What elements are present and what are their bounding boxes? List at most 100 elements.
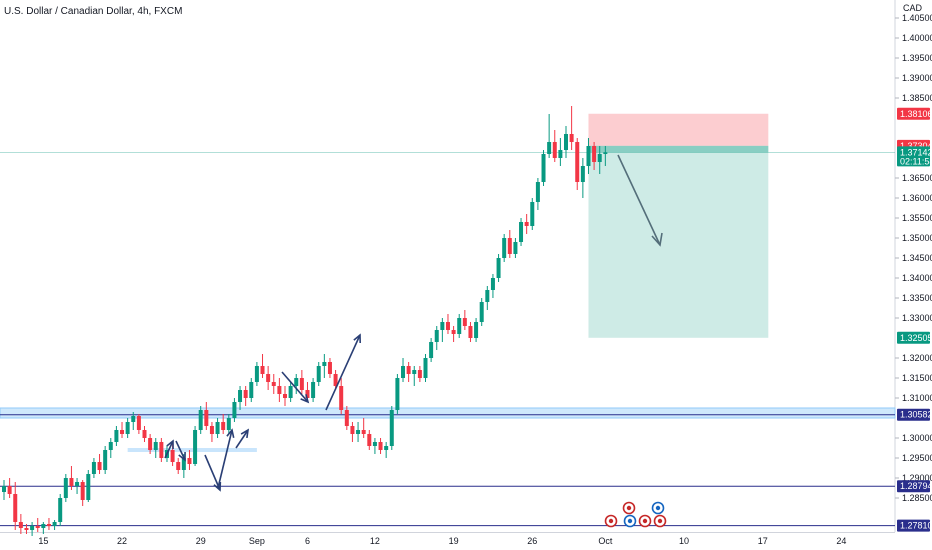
event-flag-dot — [627, 518, 633, 524]
candle-body — [440, 322, 445, 330]
candle-body — [266, 374, 271, 382]
down-arrow-1-head — [178, 451, 186, 462]
price-axis[interactable]: 1.40500 1.40000 1.39500 1.39000 1.38500 1.365… — [895, 13, 932, 532]
price-badge-label: 1.32505 — [900, 333, 932, 343]
down-arrow-2 — [204, 454, 221, 491]
y-tick-label: 1.38500 — [902, 93, 932, 103]
candle-body — [271, 382, 276, 386]
y-tick-label: 1.33500 — [902, 293, 932, 303]
event-flag-dot — [657, 518, 663, 524]
take-profit-zone — [588, 145, 769, 338]
candle-body — [238, 390, 243, 402]
candle-body — [389, 410, 394, 446]
candle-body — [288, 386, 293, 398]
y-tick-label: 1.30000 — [902, 433, 932, 443]
candle-body — [395, 378, 400, 410]
price-badge — [897, 331, 930, 344]
candle-body — [131, 416, 136, 422]
candle-body — [63, 478, 68, 498]
x-tick-label: 26 — [527, 536, 537, 546]
currency-label: CAD — [903, 3, 923, 13]
x-tick-label: Sep — [249, 536, 265, 546]
x-tick-label: 19 — [449, 536, 459, 546]
up-arrow-4-head — [353, 333, 361, 344]
candle-body — [215, 422, 220, 434]
y-tick-label: 1.40000 — [902, 33, 932, 43]
y-tick-label: 1.34000 — [902, 273, 932, 283]
candle-body — [502, 238, 507, 258]
price-badge-label: 1.37142 — [900, 147, 932, 157]
candle-body — [243, 390, 248, 398]
candle-body — [580, 166, 585, 182]
price-badge — [897, 146, 930, 167]
candle-body — [462, 318, 467, 326]
consolidation-zone — [127, 448, 257, 452]
candle-body — [103, 450, 108, 470]
y-tick-label: 1.32000 — [902, 353, 932, 363]
candle-body — [35, 526, 40, 528]
candle-body — [479, 302, 484, 322]
x-tick-label: 6 — [305, 536, 310, 546]
y-tick-label: 1.28500 — [902, 493, 932, 503]
candle-body — [283, 394, 287, 398]
candle-body — [333, 374, 338, 386]
down-arrow-3 — [281, 371, 309, 403]
candle-body — [519, 222, 524, 242]
candle-body — [2, 486, 6, 492]
candle-body — [254, 366, 259, 382]
x-tick-label: 29 — [196, 536, 206, 546]
candle-body — [569, 134, 574, 142]
candle-body — [148, 438, 153, 450]
down-arrow-1 — [175, 440, 186, 461]
candle-body — [350, 426, 355, 434]
candle-body — [221, 422, 226, 430]
candle-body — [24, 528, 29, 530]
x-tick-label: 10 — [679, 536, 689, 546]
candle-body — [260, 366, 265, 374]
y-tick-label: 1.29000 — [902, 473, 932, 483]
price-badge — [897, 408, 930, 421]
candle-body — [142, 430, 147, 438]
up-arrow-1-head — [166, 439, 174, 450]
candle-body — [97, 462, 102, 470]
candle-body — [367, 434, 372, 446]
open-pnl-zone — [588, 145, 769, 153]
candle-body — [401, 366, 406, 378]
candle-body — [327, 362, 332, 374]
candle-body — [507, 238, 512, 254]
candle-body — [18, 522, 23, 528]
y-tick-label: 1.36000 — [902, 193, 932, 203]
candle-body — [52, 522, 57, 526]
support-zone — [0, 407, 896, 419]
y-tick-label: 1.33000 — [902, 313, 932, 323]
up-arrow-4 — [325, 334, 361, 411]
candle-body — [153, 442, 158, 450]
candle-body — [69, 478, 74, 486]
candle-body — [535, 182, 540, 202]
candle-body — [170, 450, 175, 462]
y-tick-label: 1.29500 — [902, 453, 932, 463]
price-badge-label: 1.28794 — [900, 481, 932, 491]
candle-body — [586, 146, 591, 166]
candle-body — [547, 142, 552, 154]
price-badge — [897, 107, 930, 120]
event-flag-dot — [655, 505, 661, 511]
candle-body — [86, 474, 91, 500]
candle-body — [13, 494, 18, 522]
candle-body — [322, 362, 327, 366]
candle-body — [384, 446, 389, 450]
candle-body — [316, 366, 321, 382]
y-tick-label: 1.40500 — [902, 13, 932, 23]
price-badge-label: 1.30582 — [900, 410, 932, 420]
y-tick-label: 1.36500 — [902, 173, 932, 183]
price-badge-label: 1.38106 — [900, 109, 932, 119]
annotations-layer — [164, 154, 663, 492]
events-layer — [604, 501, 667, 528]
candle-body — [75, 482, 80, 486]
price-badge-label: 1.37304 — [900, 141, 932, 151]
time-axis[interactable]: 15 22 29 Sep 6 12 19 26 Oct 10 17 24 — [38, 536, 846, 546]
candle-body — [474, 322, 479, 338]
y-tick-label: 1.35500 — [902, 213, 932, 223]
candle-body — [575, 142, 580, 182]
